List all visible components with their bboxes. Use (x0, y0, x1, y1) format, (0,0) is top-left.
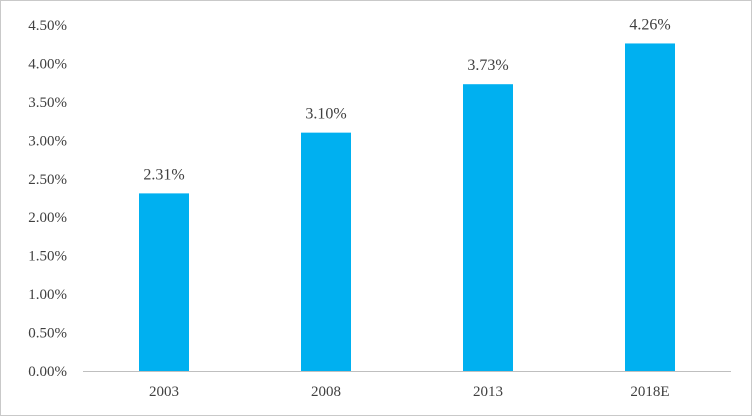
x-tick-label: 2003 (149, 384, 179, 400)
data-label: 4.26% (629, 16, 670, 33)
data-label: 2.31% (143, 166, 184, 183)
y-axis-tick-labels: 0.00% 0.50% 1.00% 1.50% 2.00% 2.50% 3.00% 3.50%… (28, 18, 67, 380)
y-tick-label: 2.00% (28, 210, 67, 226)
y-tick-label: 0.50% (28, 326, 67, 342)
data-label: 3.10% (305, 106, 346, 123)
bar-2008 (301, 132, 351, 371)
x-axis-tick-labels: 2003 2008 2013 2018E (149, 384, 670, 400)
x-tick-label: 2008 (311, 384, 341, 400)
x-tick-label: 2013 (473, 384, 503, 400)
y-tick-label: 4.50% (28, 18, 67, 34)
data-labels: 2.31% 3.10% 3.73% 4.26% (143, 16, 670, 183)
y-tick-label: 4.00% (28, 56, 67, 72)
bar-2003 (139, 193, 189, 371)
y-tick-label: 2.50% (28, 172, 67, 188)
bar-2018e (625, 43, 675, 371)
y-tick-label: 0.00% (28, 364, 67, 380)
y-tick-label: 3.50% (28, 95, 67, 111)
data-label: 3.73% (467, 57, 508, 74)
y-tick-label: 3.00% (28, 133, 67, 149)
y-tick-label: 1.50% (28, 249, 67, 265)
bar-2013 (463, 84, 513, 372)
y-tick-label: 1.00% (28, 287, 67, 303)
x-tick-label: 2018E (630, 384, 669, 400)
bars (139, 43, 675, 372)
